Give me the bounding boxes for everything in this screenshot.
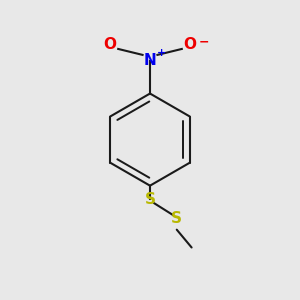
Text: +: + [157,47,166,58]
Text: O: O [103,37,116,52]
Text: −: − [199,36,210,49]
Text: O: O [184,37,196,52]
Text: N: N [144,53,156,68]
Text: S: S [171,212,182,226]
Text: S: S [145,191,155,206]
